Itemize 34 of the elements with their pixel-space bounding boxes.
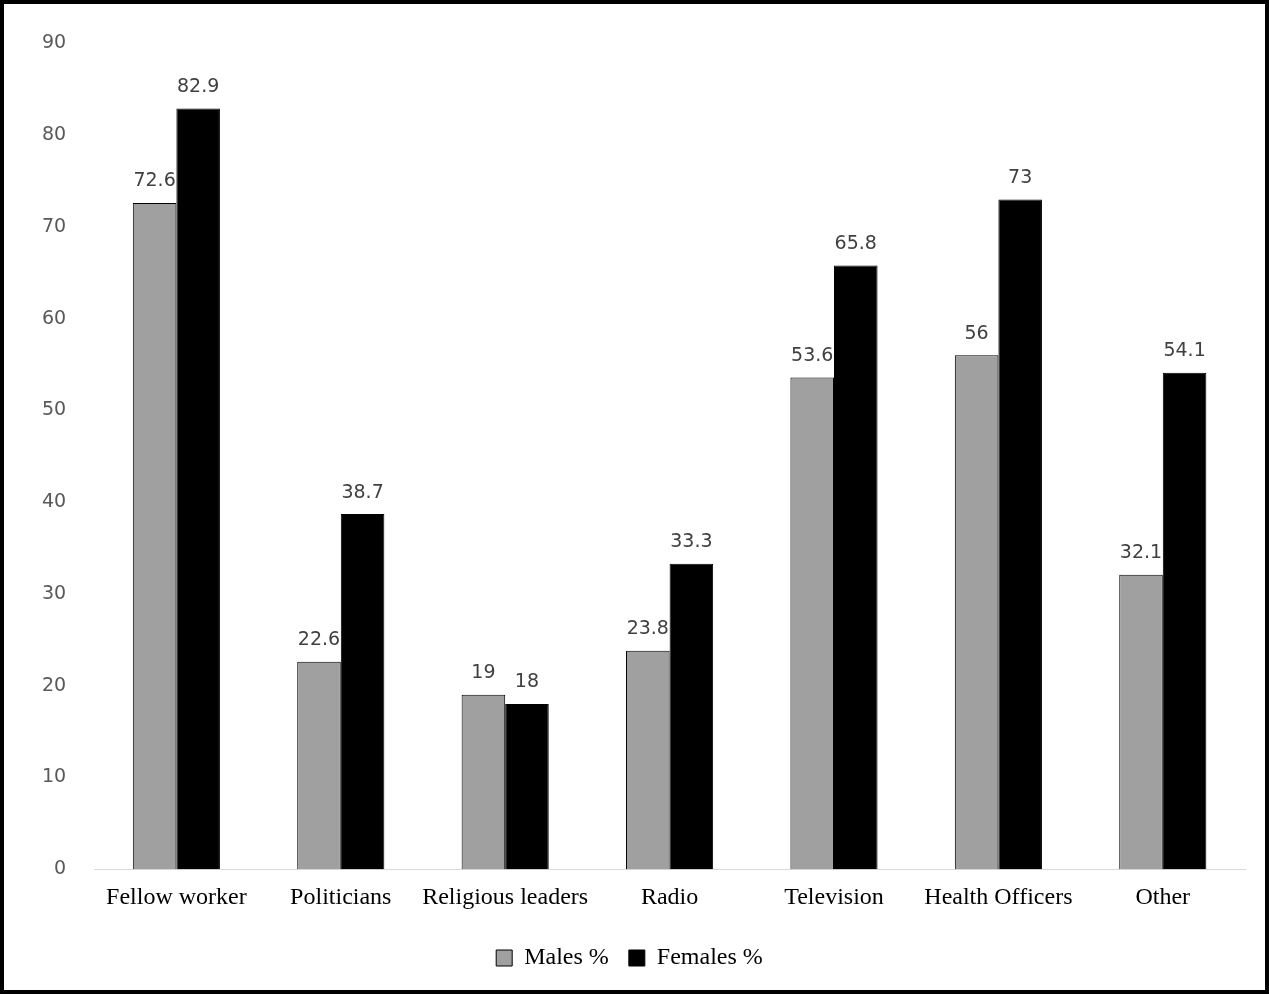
x-tick-label: Health Officers: [924, 882, 1073, 909]
y-tick-label: 90: [41, 30, 67, 53]
x-tick-label: Politicians: [290, 882, 392, 909]
data-label: 38.7: [341, 479, 384, 502]
bar: [833, 265, 878, 870]
x-tick-label: Other: [1135, 882, 1191, 909]
x-tick-label: Fellow worker: [106, 882, 247, 909]
x-tick-label: Radio: [640, 882, 699, 909]
y-tick-label: 30: [41, 580, 67, 603]
y-tick-label: 50: [41, 397, 67, 420]
y-tick-label: 40: [41, 489, 67, 512]
data-label: 19: [471, 660, 496, 683]
data-label: 65.8: [834, 230, 877, 253]
data-label: 18: [514, 669, 540, 692]
y-tick-label: 60: [41, 305, 67, 328]
data-label: 53.6: [791, 342, 834, 365]
legend-label: Females %: [656, 943, 763, 970]
y-tick-label: 10: [41, 764, 67, 787]
data-label: 56: [964, 320, 989, 343]
data-label: 32.1: [1119, 540, 1163, 563]
data-label: 23.8: [626, 616, 669, 639]
y-tick-label: 70: [41, 213, 67, 236]
data-label: 72.6: [133, 168, 176, 191]
data-label: 54.1: [1163, 338, 1206, 361]
y-tick-label: 20: [41, 672, 67, 695]
y-tick-label: 80: [41, 122, 67, 145]
x-tick-label: Religious leaders: [422, 882, 589, 909]
data-label: 82.9: [177, 73, 220, 96]
legend-label: Males %: [524, 943, 609, 970]
y-tick-label: 0: [54, 856, 67, 879]
x-tick-label: Television: [784, 882, 884, 909]
data-label: 73: [1008, 164, 1033, 187]
data-label: 22.6: [297, 627, 341, 650]
data-label: 33.3: [670, 529, 713, 552]
